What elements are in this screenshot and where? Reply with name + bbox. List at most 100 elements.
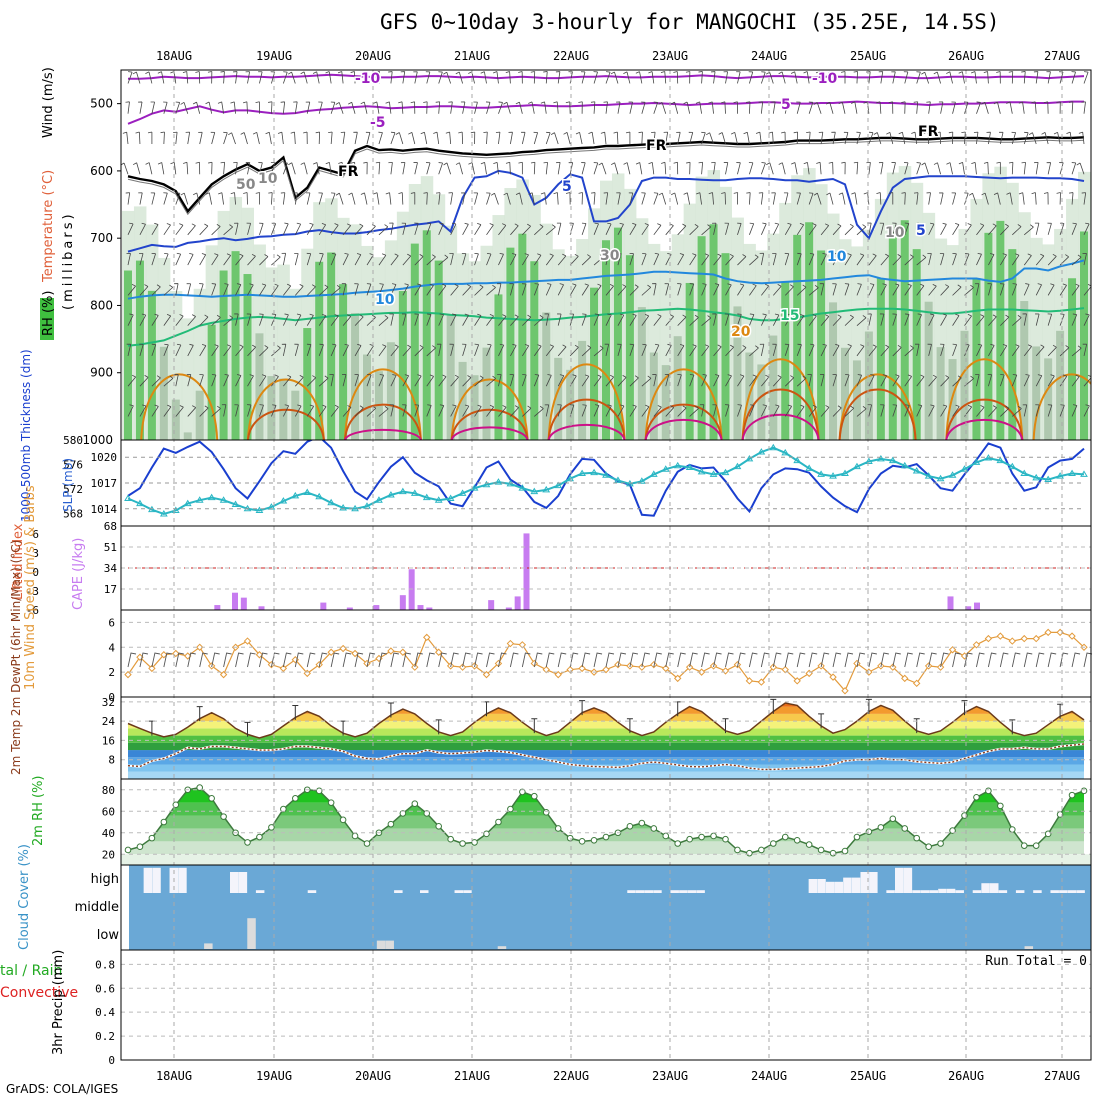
wind-barb: [844, 314, 854, 326]
temperature-contour-surface: [644, 368, 723, 440]
wind-barb-10m: [1011, 652, 1021, 668]
wind-barb: [350, 71, 356, 84]
wind-barb: [342, 314, 352, 326]
rh-marker: [495, 818, 502, 826]
wind-barb: [480, 71, 487, 84]
wind-barb: [363, 71, 368, 84]
wind-barb: [688, 131, 694, 145]
wind-barb: [711, 161, 716, 175]
rh-fill: [984, 232, 993, 440]
wind-barb: [401, 313, 407, 326]
rh-fill: [159, 346, 168, 440]
wind-barb: [808, 343, 815, 357]
temperature-contour: [128, 73, 1085, 80]
cape-bar: [488, 600, 495, 610]
wind-barb: [724, 222, 729, 235]
wind-barb: [498, 252, 504, 266]
date-label-bottom: 20AUG: [355, 1069, 391, 1083]
ylabel-wind: Wind (m/s): [41, 67, 56, 138]
wind-barb: [725, 374, 732, 387]
wind-speed-marker: [1008, 637, 1017, 645]
wind-barb: [807, 373, 812, 387]
slp-marker: [195, 496, 204, 503]
wind-barb: [733, 101, 738, 114]
wind-barb: [139, 404, 147, 417]
slp-marker: [614, 476, 622, 483]
rh-fill: [602, 240, 610, 440]
wind-barb: [425, 71, 431, 84]
slp-marker: [566, 474, 575, 482]
wind-barb: [544, 313, 549, 326]
wind-barb: [856, 283, 862, 296]
contour-label: 5: [781, 97, 791, 113]
cape-bar: [258, 606, 265, 610]
wind-barb: [280, 101, 286, 114]
slp-marker: [1008, 462, 1017, 470]
cloud-bar-high: [903, 867, 913, 893]
y-tick-label: 1000: [82, 433, 113, 447]
wind-barb: [1047, 313, 1053, 326]
date-label-bottom: 26AUG: [948, 1069, 984, 1083]
cloud-bar-high: [394, 890, 403, 893]
wind-barb: [927, 343, 932, 357]
ylabel-rh: RH (%): [41, 291, 56, 336]
wind-barb: [651, 131, 656, 145]
wind-barb: [533, 283, 539, 296]
wind-barb: [701, 344, 710, 357]
wind-barb: [151, 252, 156, 266]
wind-barb-10m: [330, 652, 340, 668]
wind-barb: [306, 313, 314, 326]
wind-barb: [1083, 284, 1091, 296]
wind-barb: [245, 71, 250, 84]
date-label-top: 18AUG: [156, 49, 192, 63]
slp-marker: [757, 448, 766, 455]
wind-barb-10m: [498, 652, 507, 668]
slp-marker: [303, 488, 312, 495]
wind-speed-marker: [1044, 628, 1052, 637]
rh-marker: [447, 835, 454, 843]
wind-barb: [211, 223, 221, 236]
wind-barb: [170, 161, 177, 175]
wind-barb: [450, 222, 457, 235]
rh-fill: [876, 278, 885, 440]
rh-marker: [196, 784, 203, 791]
cape-ylabel: CAPE (J/kg): [71, 538, 86, 610]
wind-barb-10m: [1035, 652, 1045, 668]
wind-barb: [163, 404, 172, 417]
wind-barb: [952, 375, 962, 387]
slp-marker: [996, 456, 1005, 464]
wind-barb: [1011, 344, 1020, 357]
wind-barb: [638, 131, 643, 145]
wind-barb: [737, 404, 742, 417]
wind-barb: [306, 343, 312, 357]
wind-barb: [450, 284, 459, 296]
li-tick-label: 0: [32, 566, 39, 579]
ylabel-cape: CAPE (J/kg): [71, 538, 86, 610]
wind-barb: [853, 71, 858, 84]
temp-minmax-whisker: [244, 721, 251, 737]
wind-barb: [259, 404, 264, 417]
wind-barb-10m: [677, 652, 686, 668]
wind-barb: [486, 375, 496, 387]
wind-barb: [826, 192, 834, 205]
wind-barb: [1046, 71, 1051, 84]
rh-fill: [410, 243, 419, 440]
wind-speed-marker: [243, 637, 252, 645]
slp-marker: [673, 461, 682, 469]
wind-barb: [127, 284, 136, 296]
wind-barb-10m: [402, 652, 411, 668]
wind-barb: [1081, 101, 1086, 114]
temperature-contour-surface: [644, 403, 723, 440]
wind-barb: [1018, 192, 1025, 205]
slp-marker: [530, 487, 539, 495]
wind-barb: [1059, 374, 1068, 387]
wind-barb: [329, 373, 334, 387]
wind-barb: [522, 405, 532, 417]
wind-barb: [581, 222, 587, 235]
wind-barb: [173, 131, 178, 145]
wind-barb: [265, 131, 272, 145]
rh-fill: [793, 234, 802, 440]
wind-barb: [641, 284, 652, 296]
wind-barb: [468, 162, 475, 175]
rh-fill: [972, 278, 981, 440]
